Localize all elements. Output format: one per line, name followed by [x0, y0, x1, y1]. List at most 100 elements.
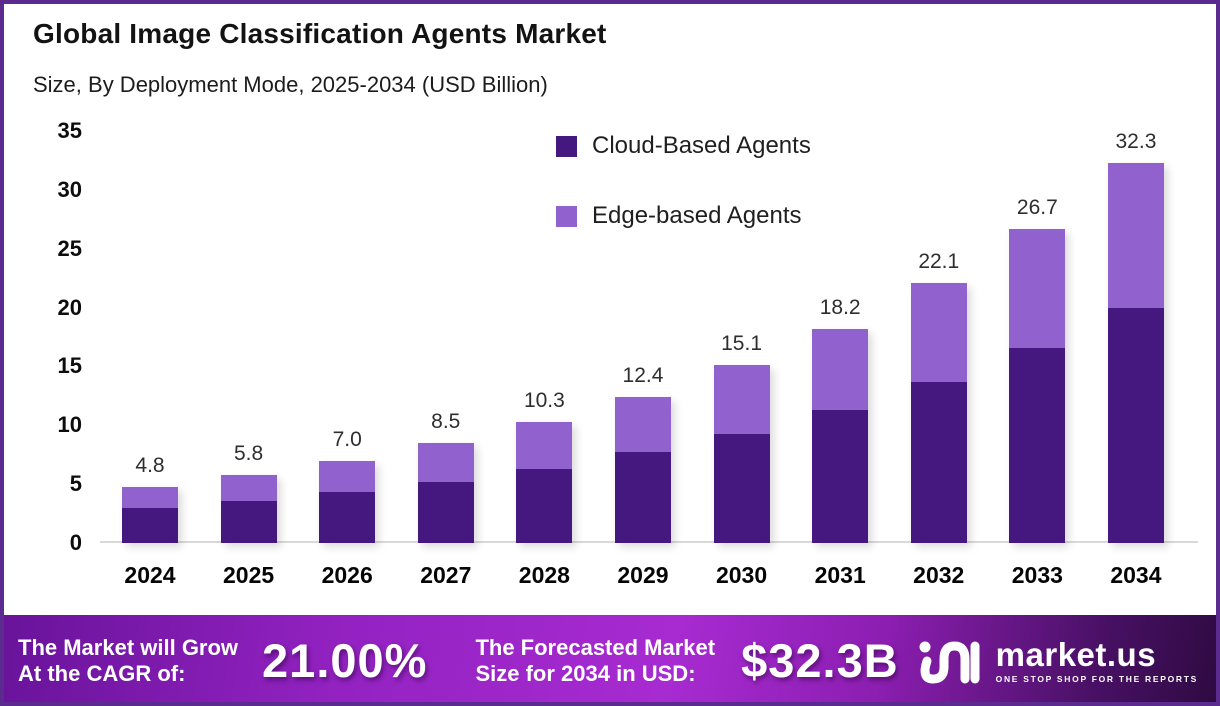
bar-group: 15.1 2030 — [713, 332, 770, 588]
x-axis-label: 2026 — [321, 562, 373, 588]
bar-segment-cloud[interactable] — [417, 481, 474, 543]
bar-group: 8.5 2027 — [417, 409, 474, 588]
bar-group: 32.3 2034 — [1107, 129, 1164, 588]
bar-segment-edge[interactable] — [812, 328, 869, 410]
footer-banner: The Market will Grow At the CAGR of: 21.… — [4, 615, 1216, 702]
y-tick-label: 30 — [57, 176, 82, 202]
bar-segment-edge[interactable] — [417, 442, 474, 482]
cagr-label-line2: At the CAGR of: — [18, 660, 186, 686]
bar-segment-edge[interactable] — [516, 421, 573, 469]
bar-segment-edge[interactable] — [122, 486, 178, 508]
bar-segment-edge[interactable] — [1009, 228, 1066, 348]
bar-stack[interactable] — [1009, 228, 1066, 543]
bar-segment-cloud[interactable] — [614, 452, 671, 543]
y-tick-label: 35 — [57, 118, 82, 143]
bar-stack[interactable] — [122, 486, 178, 543]
y-tick-label: 0 — [69, 530, 82, 555]
forecast-label-line2: Size for 2034 in USD: — [475, 660, 696, 686]
bar-group: 18.2 2031 — [812, 295, 869, 588]
x-axis-label: 2032 — [913, 562, 965, 588]
forecast-label: The Forecasted Market Size for 2034 in U… — [475, 635, 715, 687]
bar-segment-cloud[interactable] — [910, 381, 967, 543]
bar-segment-cloud[interactable] — [122, 507, 178, 543]
bar-stack[interactable] — [319, 460, 376, 543]
bar-stack[interactable] — [614, 397, 671, 543]
bar-total-label: 10.3 — [523, 388, 565, 412]
bar-segment-cloud[interactable] — [516, 468, 573, 543]
brand-logo[interactable]: market.us ONE STOP SHOP FOR THE REPORTS — [914, 633, 1202, 689]
bar-total-label: 12.4 — [622, 364, 664, 388]
bar-total-label: 26.7 — [1016, 195, 1058, 219]
brand-text: market.us ONE STOP SHOP FOR THE REPORTS — [996, 638, 1198, 684]
chart-subtitle: Size, By Deployment Mode, 2025-2034 (USD… — [33, 72, 548, 97]
bar-segment-edge[interactable] — [713, 365, 770, 434]
bar-total-label: 15.1 — [721, 332, 762, 356]
bar-stack[interactable] — [220, 474, 277, 543]
bar-total-label: 32.3 — [1115, 129, 1157, 153]
bar-segment-cloud[interactable] — [220, 500, 277, 543]
legend-label-edge: Edge-based Agents — [592, 202, 802, 229]
brand-tagline: ONE STOP SHOP FOR THE REPORTS — [995, 673, 1198, 684]
bar-stack[interactable] — [713, 365, 770, 543]
y-tick-label: 25 — [57, 235, 82, 261]
bar-stack[interactable] — [516, 421, 573, 543]
bar-total-label: 18.2 — [819, 295, 861, 319]
bar-segment-cloud[interactable] — [1107, 307, 1164, 543]
bar-group: 7.0 2026 — [319, 427, 376, 588]
bar-stack[interactable] — [910, 282, 967, 543]
bar-stack[interactable] — [812, 328, 869, 543]
bar-total-label: 8.5 — [431, 409, 461, 433]
bar-group: 12.4 2029 — [614, 364, 671, 588]
legend-item-cloud[interactable]: Cloud-Based Agents — [556, 132, 811, 160]
x-axis-label: 2025 — [223, 562, 275, 588]
cloud-swatch-icon — [556, 135, 577, 157]
x-axis-label: 2031 — [814, 562, 866, 588]
bar-segment-edge[interactable] — [1107, 162, 1164, 308]
bar-segment-cloud[interactable] — [812, 409, 869, 543]
y-tick-label: 5 — [69, 471, 82, 497]
bar-segment-edge[interactable] — [220, 474, 277, 501]
bar-total-label: 22.1 — [918, 249, 960, 273]
bar-group: 5.8 2025 — [220, 441, 277, 588]
x-axis-label: 2033 — [1011, 562, 1063, 588]
x-axis-label: 2030 — [715, 562, 768, 588]
bar-group: 22.1 2032 — [910, 249, 967, 588]
marketus-logo-icon — [919, 640, 980, 684]
forecast-label-line1: The Forecasted Market — [475, 634, 716, 660]
edge-swatch-icon — [556, 205, 577, 227]
y-tick-label: 10 — [57, 412, 82, 438]
bar-segment-cloud[interactable] — [1009, 347, 1066, 543]
bar-segment-cloud[interactable] — [713, 433, 770, 543]
y-axis: 0 5 10 15 20 25 30 35 — [32, 4, 82, 702]
page-title: Global Image Classification Agents Marke… — [33, 18, 607, 49]
forecast-value: $32.3B — [741, 634, 899, 687]
bar-total-label: 7.0 — [332, 427, 362, 451]
cagr-label-line1: The Market will Grow — [18, 634, 239, 660]
x-axis-label: 2028 — [518, 562, 570, 588]
bar-group: 10.3 2028 — [516, 388, 573, 588]
brand-name: market.us — [995, 635, 1157, 673]
bars: 4.8 2024 5.8 2025 7.0 2026 8.5 2027 10.3 2028 12.4… — [122, 129, 1164, 588]
x-axis-label: 2024 — [124, 562, 176, 588]
bar-group: 4.8 2024 — [122, 453, 178, 588]
x-axis-label: 2027 — [420, 562, 472, 588]
legend: Cloud-Based Agents Edge-based Agents — [556, 132, 811, 230]
bar-total-label: 5.8 — [233, 441, 264, 465]
x-axis-label: 2029 — [617, 562, 669, 588]
legend-item-edge[interactable]: Edge-based Agents — [556, 202, 811, 230]
y-tick-label: 15 — [57, 353, 82, 379]
bar-segment-edge[interactable] — [910, 282, 967, 382]
cagr-label: The Market will Grow At the CAGR of: — [18, 635, 238, 687]
bar-stack[interactable] — [417, 442, 474, 543]
x-axis-label: 2034 — [1110, 562, 1162, 588]
y-tick-label: 20 — [57, 294, 82, 320]
legend-label-cloud: Cloud-Based Agents — [592, 132, 811, 159]
bar-segment-cloud[interactable] — [319, 492, 376, 543]
bar-total-label: 4.8 — [135, 453, 165, 477]
bar-segment-edge[interactable] — [614, 397, 671, 453]
bar-stack[interactable] — [1107, 162, 1164, 543]
bar-segment-edge[interactable] — [319, 460, 376, 493]
bar-group: 26.7 2033 — [1009, 195, 1066, 588]
cagr-value: 21.00% — [262, 634, 428, 687]
